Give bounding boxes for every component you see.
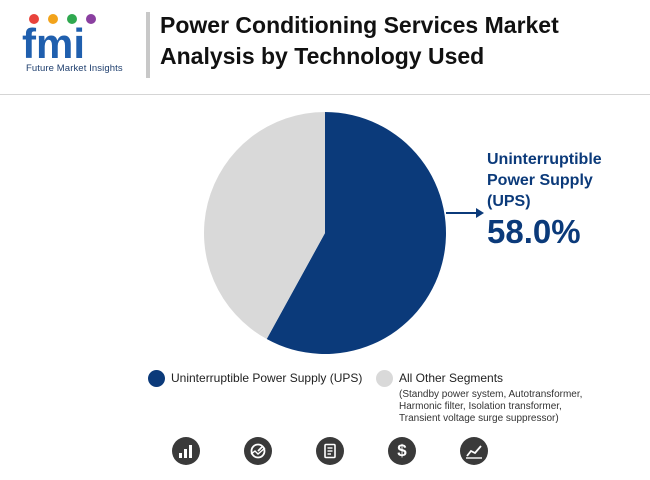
logo-caption: Future Market Insights [26,63,123,74]
bar-chart-icon [172,437,200,465]
footer-icon-row: $ [0,437,650,471]
legend-label-ups: Uninterruptible Power Supply (UPS) [171,371,363,385]
header-divider [146,12,150,78]
pie-slice-0 [266,112,446,355]
fmi-logo: fmi [22,14,96,67]
legend-detail-others: (Standby power system, Autotransformer, … [399,389,583,424]
dollar-icon: $ [388,437,416,465]
legend-item-ups: Uninterruptible Power Supply (UPS) [148,370,362,387]
callout-value: 58.0% [487,213,581,250]
svg-text:fmi: fmi [22,20,85,67]
document-icon [316,437,344,465]
trend-chart-icon [460,437,488,465]
callout-label: Uninterruptible Power Supply (UPS) [487,151,602,210]
legend-dot-ups [148,370,165,387]
header: fmi Future Market Insights Power Conditi… [0,0,650,95]
header-rule [0,94,650,95]
legend-label-others: All Other Segments [399,371,504,385]
callout-arrowhead [476,208,484,218]
page-title: Power Conditioning Services Market Analy… [160,12,559,69]
legend-dot-others [376,370,393,387]
pie-slice-1 [203,112,325,340]
gauge-icon [244,437,272,465]
legend-item-others: All Other Segments (Standby power system… [376,370,589,425]
